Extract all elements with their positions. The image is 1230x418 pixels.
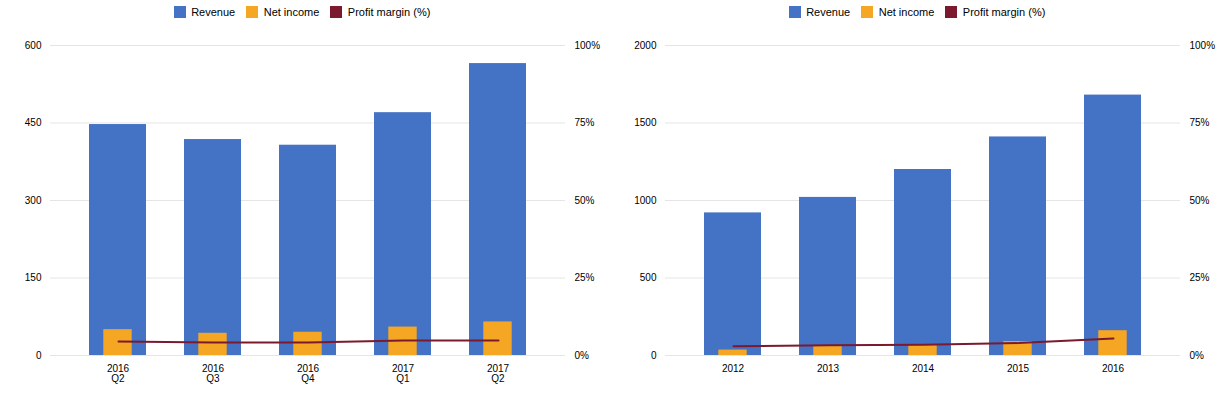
svg-text:2013: 2013 [817, 363, 840, 374]
svg-text:25%: 25% [1190, 272, 1210, 283]
svg-text:0%: 0% [575, 350, 590, 361]
html-text:Profit margin (%): Profit margin (%) [962, 6, 1046, 19]
svg-text:150: 150 [25, 272, 42, 283]
svg-text:50%: 50% [1190, 195, 1210, 206]
svg-text:2015: 2015 [1007, 363, 1030, 374]
svg-text:300: 300 [25, 195, 42, 206]
svg-text:1000: 1000 [634, 195, 657, 206]
svg-text:600: 600 [25, 40, 42, 51]
svg-text:0%: 0% [1190, 350, 1205, 361]
svg-text:2016Q3: 2016Q3 [202, 363, 225, 384]
svg-text:25%: 25% [575, 272, 595, 283]
svg-text:0: 0 [651, 350, 657, 361]
svg-text:2017Q1: 2017Q1 [392, 363, 415, 384]
svg-text:2016Q4: 2016Q4 [297, 363, 320, 384]
svg-text:2017Q2: 2017Q2 [487, 363, 510, 384]
svg-text:500: 500 [640, 272, 657, 283]
svg-text:50%: 50% [575, 195, 595, 206]
svg-text:2012: 2012 [722, 363, 745, 374]
html-text:Revenue: Revenue [806, 6, 851, 19]
svg-text:2016Q2: 2016Q2 [107, 363, 130, 384]
svg-text:75%: 75% [575, 117, 595, 128]
svg-text:2000: 2000 [634, 40, 657, 51]
svg-text:100%: 100% [1190, 40, 1216, 51]
svg-text:2014: 2014 [912, 363, 935, 374]
html-text:Profit margin (%): Profit margin (%) [347, 6, 431, 19]
svg-text:100%: 100% [575, 40, 601, 51]
svg-text:450: 450 [25, 117, 42, 128]
html-text:Net income: Net income [263, 6, 320, 19]
html-text:Revenue: Revenue [191, 6, 236, 19]
svg-text:0: 0 [36, 350, 42, 361]
html-text:Net income: Net income [878, 6, 935, 19]
svg-text:2016: 2016 [1102, 363, 1125, 374]
svg-text:75%: 75% [1190, 117, 1210, 128]
svg-text:1500: 1500 [634, 117, 657, 128]
